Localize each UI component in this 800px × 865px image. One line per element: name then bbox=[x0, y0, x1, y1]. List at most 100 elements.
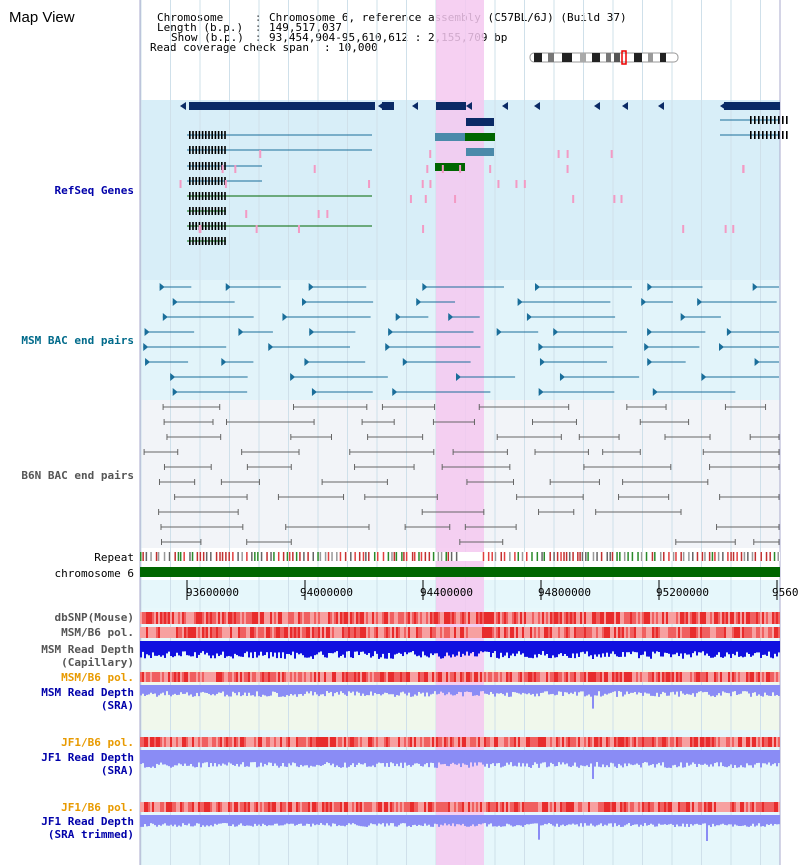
depth-bar-jf1-sra bbox=[554, 750, 556, 767]
pol-mark bbox=[518, 802, 520, 812]
pol-mark bbox=[150, 737, 152, 747]
depth-bar-msm-sra bbox=[294, 685, 296, 695]
msm-bac-end bbox=[282, 313, 288, 321]
track-label-b6n-bac[interactable]: B6N BAC end pairs bbox=[21, 469, 134, 482]
msm-bac-end bbox=[538, 388, 544, 396]
depth-bar-capillary bbox=[458, 641, 460, 652]
depth-bar-msm-sra bbox=[506, 685, 508, 693]
pol-mark bbox=[434, 802, 436, 812]
depth-bar-msm-sra bbox=[470, 685, 472, 693]
depth-bar-jf1-trimmed bbox=[610, 815, 612, 824]
dbsnp-mark bbox=[386, 612, 388, 624]
track-label-jf1-b6-pol-1[interactable]: JF1/B6 pol. bbox=[61, 736, 134, 749]
track-label-msm-b6-pol-1[interactable]: MSM/B6 pol. bbox=[61, 626, 134, 639]
depth-bar-jf1-sra bbox=[764, 750, 766, 764]
track-label-dbsnp[interactable]: dbSNP(Mouse) bbox=[54, 611, 134, 624]
depth-bar-capillary bbox=[208, 641, 210, 656]
pol-mark bbox=[384, 627, 386, 638]
pol-mark bbox=[358, 737, 360, 747]
pol-mark bbox=[382, 627, 384, 638]
track-label-jf1-b6-pol-2[interactable]: JF1/B6 pol. bbox=[61, 801, 134, 814]
pol-mark bbox=[194, 737, 196, 747]
pol-mark bbox=[286, 672, 288, 682]
track-label-msm-depth-capillary[interactable]: MSM Read Depth (Capillary) bbox=[41, 643, 134, 669]
pol-mark bbox=[346, 737, 348, 747]
pol-mark bbox=[558, 802, 560, 812]
depth-bar-msm-sra bbox=[354, 685, 356, 696]
dbsnp-mark bbox=[388, 612, 390, 624]
depth-bar-msm-sra bbox=[446, 685, 448, 695]
depth-bar-jf1-trimmed bbox=[698, 815, 700, 825]
track-label-jf1-depth-sra[interactable]: JF1 Read Depth (SRA) bbox=[41, 751, 134, 777]
pol-mark bbox=[196, 737, 198, 747]
pol-mark bbox=[652, 737, 654, 747]
track-label-msm-b6-pol-2[interactable]: MSM/B6 pol. bbox=[61, 671, 134, 684]
track-label-jf1-depth-trimmed[interactable]: JF1 Read Depth (SRA trimmed) bbox=[41, 815, 134, 841]
pol-mark bbox=[498, 627, 500, 638]
depth-bar-jf1-sra bbox=[276, 750, 278, 766]
dbsnp-mark bbox=[350, 612, 352, 624]
pol-mark bbox=[484, 802, 486, 812]
chromosome-bar bbox=[140, 567, 780, 577]
pol-mark bbox=[480, 737, 482, 747]
pol-mark bbox=[162, 737, 164, 747]
pol-mark bbox=[276, 802, 278, 812]
depth-bar-capillary bbox=[142, 641, 144, 652]
depth-bar-jf1-sra bbox=[262, 750, 264, 767]
pol-mark bbox=[250, 627, 252, 638]
depth-bar-jf1-trimmed bbox=[598, 815, 600, 825]
pol-mark bbox=[144, 672, 146, 682]
dbsnp-mark bbox=[250, 612, 252, 624]
depth-bar-capillary bbox=[544, 641, 546, 656]
depth-bar-jf1-sra bbox=[408, 750, 410, 765]
depth-bar-msm-sra bbox=[396, 685, 398, 696]
pol-mark bbox=[268, 802, 270, 812]
depth-bar-msm-sra bbox=[758, 685, 760, 695]
depth-bar-capillary bbox=[242, 641, 244, 657]
pol-mark bbox=[272, 672, 274, 682]
depth-bar-msm-sra bbox=[528, 685, 530, 694]
depth-bar-capillary bbox=[344, 641, 346, 658]
depth-bar-msm-sra bbox=[694, 685, 696, 697]
pol-mark bbox=[366, 737, 368, 747]
pol-mark bbox=[446, 672, 448, 682]
repeat-mark bbox=[155, 552, 158, 561]
depth-bar-jf1-sra bbox=[658, 750, 660, 763]
depth-bar-msm-sra bbox=[210, 685, 212, 696]
pol-mark bbox=[532, 802, 534, 812]
pol-mark bbox=[380, 737, 382, 747]
msm-bac-end bbox=[172, 298, 178, 306]
depth-bar-jf1-trimmed bbox=[642, 815, 644, 827]
pol-mark bbox=[200, 627, 202, 638]
depth-bar-jf1-sra bbox=[290, 750, 292, 766]
depth-bar-jf1-sra bbox=[204, 750, 206, 763]
depth-bar-jf1-trimmed bbox=[466, 815, 468, 827]
depth-bar-jf1-trimmed bbox=[330, 815, 332, 827]
depth-bar-capillary bbox=[556, 641, 558, 658]
axis-tick-label: 94400000 bbox=[420, 586, 473, 599]
pol-mark bbox=[240, 802, 242, 812]
depth-bar-jf1-sra bbox=[508, 750, 510, 765]
track-label-refseq-genes[interactable]: RefSeq Genes bbox=[54, 184, 134, 197]
depth-bar-msm-sra bbox=[596, 685, 598, 696]
pol-mark bbox=[704, 737, 706, 747]
depth-bar-msm-sra bbox=[224, 685, 226, 697]
pol-mark bbox=[576, 737, 578, 747]
pol-mark bbox=[714, 802, 716, 812]
depth-bar-msm-sra bbox=[458, 685, 460, 692]
depth-bar-jf1-sra bbox=[310, 750, 312, 766]
gene-exon bbox=[211, 146, 213, 154]
repeat-mark bbox=[556, 552, 559, 561]
depth-bar-capillary bbox=[216, 641, 218, 654]
depth-bar-msm-sra bbox=[298, 685, 300, 695]
pol-mark bbox=[192, 627, 194, 638]
pol-mark bbox=[480, 672, 482, 682]
depth-bar-capillary bbox=[692, 641, 694, 654]
depth-bar-msm-sra bbox=[704, 685, 706, 692]
depth-bar-capillary bbox=[424, 641, 426, 656]
dbsnp-mark bbox=[188, 612, 190, 624]
track-label-msm-bac[interactable]: MSM BAC end pairs bbox=[21, 334, 134, 347]
track-label-msm-depth-sra[interactable]: MSM Read Depth (SRA) bbox=[41, 686, 134, 712]
depth-bar-capillary bbox=[172, 641, 174, 658]
